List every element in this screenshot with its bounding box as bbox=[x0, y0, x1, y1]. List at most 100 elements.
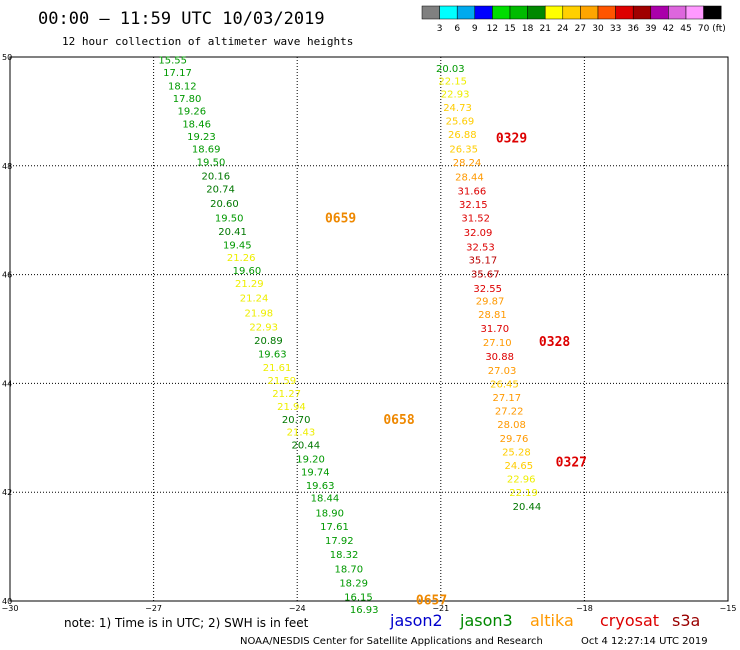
wave-height-label: 22.19 bbox=[509, 488, 538, 499]
wave-height-label: 25.69 bbox=[446, 117, 475, 128]
x-tick-label: −18 bbox=[576, 604, 593, 613]
colorbar-swatch bbox=[703, 5, 722, 20]
colorbar-swatch bbox=[439, 5, 458, 20]
colorbar-swatch bbox=[632, 5, 652, 20]
wave-height-label: 20.41 bbox=[218, 227, 247, 238]
wave-height-label: 32.15 bbox=[459, 200, 488, 211]
wave-height-label: 27.17 bbox=[492, 393, 521, 404]
colorbar-label: 30 bbox=[592, 24, 604, 34]
wave-height-label: 18.90 bbox=[315, 508, 344, 519]
wave-height-label: 20.44 bbox=[291, 440, 320, 451]
wave-height-label: 21.29 bbox=[235, 279, 264, 290]
wave-height-label: 28.24 bbox=[453, 158, 482, 169]
wave-height-label: 24.65 bbox=[504, 461, 533, 472]
wave-height-label: 18.12 bbox=[168, 81, 197, 92]
wave-height-label: 28.44 bbox=[455, 173, 484, 184]
wave-height-label: 18.46 bbox=[182, 119, 211, 130]
wave-height-label: 19.45 bbox=[223, 241, 252, 252]
wave-height-label: 24.73 bbox=[443, 103, 472, 114]
wave-height-label: 31.66 bbox=[458, 186, 487, 197]
y-tick-label: 48 bbox=[2, 162, 12, 171]
wave-height-label: 21.27 bbox=[272, 389, 301, 400]
satellite-legend-cryosat: cryosat bbox=[600, 611, 659, 630]
wave-height-label: 18.70 bbox=[335, 564, 364, 575]
satellite-legend-jason3: jason3 bbox=[459, 611, 513, 630]
wave-height-label: 17.80 bbox=[173, 94, 202, 105]
wave-height-label: 30.88 bbox=[485, 352, 514, 363]
colorbar-swatch bbox=[650, 5, 669, 20]
colorbar-swatch bbox=[492, 5, 511, 20]
wave-height-label: 21.43 bbox=[287, 427, 316, 438]
pass-labels: 0659 0658 0657 0329 0328 0327 bbox=[325, 132, 587, 609]
wave-height-label: 22.15 bbox=[438, 76, 467, 87]
wave-height-label: 15.55 bbox=[158, 56, 187, 67]
colorbar-label: 6 bbox=[454, 24, 460, 34]
color-scale-legend: 3 6 9 12 15 18 21 24 27 30 33 36 39 42 45 70 (ft) bbox=[421, 5, 726, 34]
wave-height-label: 20.03 bbox=[436, 64, 465, 75]
wave-height-label: 21.61 bbox=[263, 363, 292, 374]
wave-height-label: 19.60 bbox=[233, 266, 262, 277]
credit-line: NOAA/NESDIS Center for Satellite Applica… bbox=[240, 636, 543, 647]
colorbar-swatch bbox=[597, 5, 616, 20]
colorbar-swatch bbox=[527, 5, 546, 20]
colorbar-label: 3 bbox=[437, 24, 443, 34]
wave-height-label: 18.32 bbox=[330, 550, 359, 561]
wave-height-label: 22.93 bbox=[441, 89, 470, 100]
colorbar-swatch bbox=[685, 5, 704, 20]
y-tick-label: 40 bbox=[2, 597, 12, 606]
y-tick-label: 42 bbox=[2, 488, 12, 497]
wave-height-label: 28.81 bbox=[478, 310, 507, 321]
colorbar-label: 36 bbox=[627, 24, 639, 34]
wave-height-label: 35.67 bbox=[471, 270, 500, 281]
colorbar-label: 15 bbox=[504, 24, 515, 34]
colorbar-label: 24 bbox=[557, 24, 569, 34]
wave-height-label: 17.61 bbox=[320, 522, 349, 533]
colorbar-label: 42 bbox=[663, 24, 674, 34]
colorbar-swatch bbox=[474, 5, 493, 20]
x-tick-label: −27 bbox=[145, 604, 162, 613]
satellite-legend-jason2: jason2 bbox=[389, 611, 443, 630]
wave-height-label: 18.44 bbox=[311, 494, 340, 505]
colorbar-swatch bbox=[668, 5, 687, 20]
wave-height-label: 22.93 bbox=[249, 322, 278, 333]
wave-height-label: 32.53 bbox=[466, 242, 495, 253]
chart-subtitle: 12 hour collection of altimeter wave hei… bbox=[62, 35, 353, 48]
wave-height-label: 29.76 bbox=[500, 434, 529, 445]
y-tick-label: 50 bbox=[2, 53, 12, 62]
wave-height-label: 22.96 bbox=[507, 475, 536, 486]
colorbar-swatch bbox=[509, 5, 528, 20]
wave-height-label: 27.10 bbox=[483, 338, 512, 349]
y-tick-label: 46 bbox=[2, 271, 12, 280]
pass-id-label: 0327 bbox=[556, 456, 587, 471]
wave-height-label: 16.93 bbox=[350, 605, 379, 616]
wave-height-label: 19.50 bbox=[215, 213, 244, 224]
wave-height-label: 32.09 bbox=[464, 228, 493, 239]
wave-height-label: 21.94 bbox=[277, 402, 306, 413]
colorbar-swatch bbox=[544, 5, 564, 20]
y-tick-label: 44 bbox=[2, 379, 12, 388]
colorbar-label: 12 bbox=[487, 24, 498, 34]
colorbar-label: 9 bbox=[472, 24, 478, 34]
wave-height-label: 19.63 bbox=[306, 481, 335, 492]
colorbar-swatch bbox=[421, 5, 440, 20]
wave-height-label: 31.70 bbox=[481, 324, 510, 335]
chart-title: 00:00 – 11:59 UTC 10/03/2019 bbox=[38, 9, 325, 29]
wave-height-label: 27.22 bbox=[495, 407, 524, 418]
colorbar-swatch bbox=[562, 5, 581, 20]
wave-height-label: 20.60 bbox=[210, 199, 239, 210]
wave-height-label: 19.74 bbox=[301, 468, 330, 479]
colorbar-swatch bbox=[456, 5, 476, 20]
wave-height-label: 19.23 bbox=[187, 132, 216, 143]
x-tick-label: −15 bbox=[720, 604, 737, 613]
wave-height-label: 18.69 bbox=[192, 144, 221, 155]
wave-height-label: 21.26 bbox=[227, 253, 256, 264]
colorbar-label: 45 bbox=[680, 24, 691, 34]
x-tick-label: −24 bbox=[289, 604, 306, 613]
footnote: note: 1) Time is in UTC; 2) SWH is in fe… bbox=[64, 616, 309, 630]
wave-height-label: 18.29 bbox=[339, 579, 368, 590]
wave-height-label: 19.63 bbox=[258, 349, 287, 360]
wave-height-label: 21.98 bbox=[245, 309, 274, 320]
x-tick-label: −30 bbox=[2, 604, 19, 613]
satellite-legend-altika: altika bbox=[530, 611, 574, 630]
